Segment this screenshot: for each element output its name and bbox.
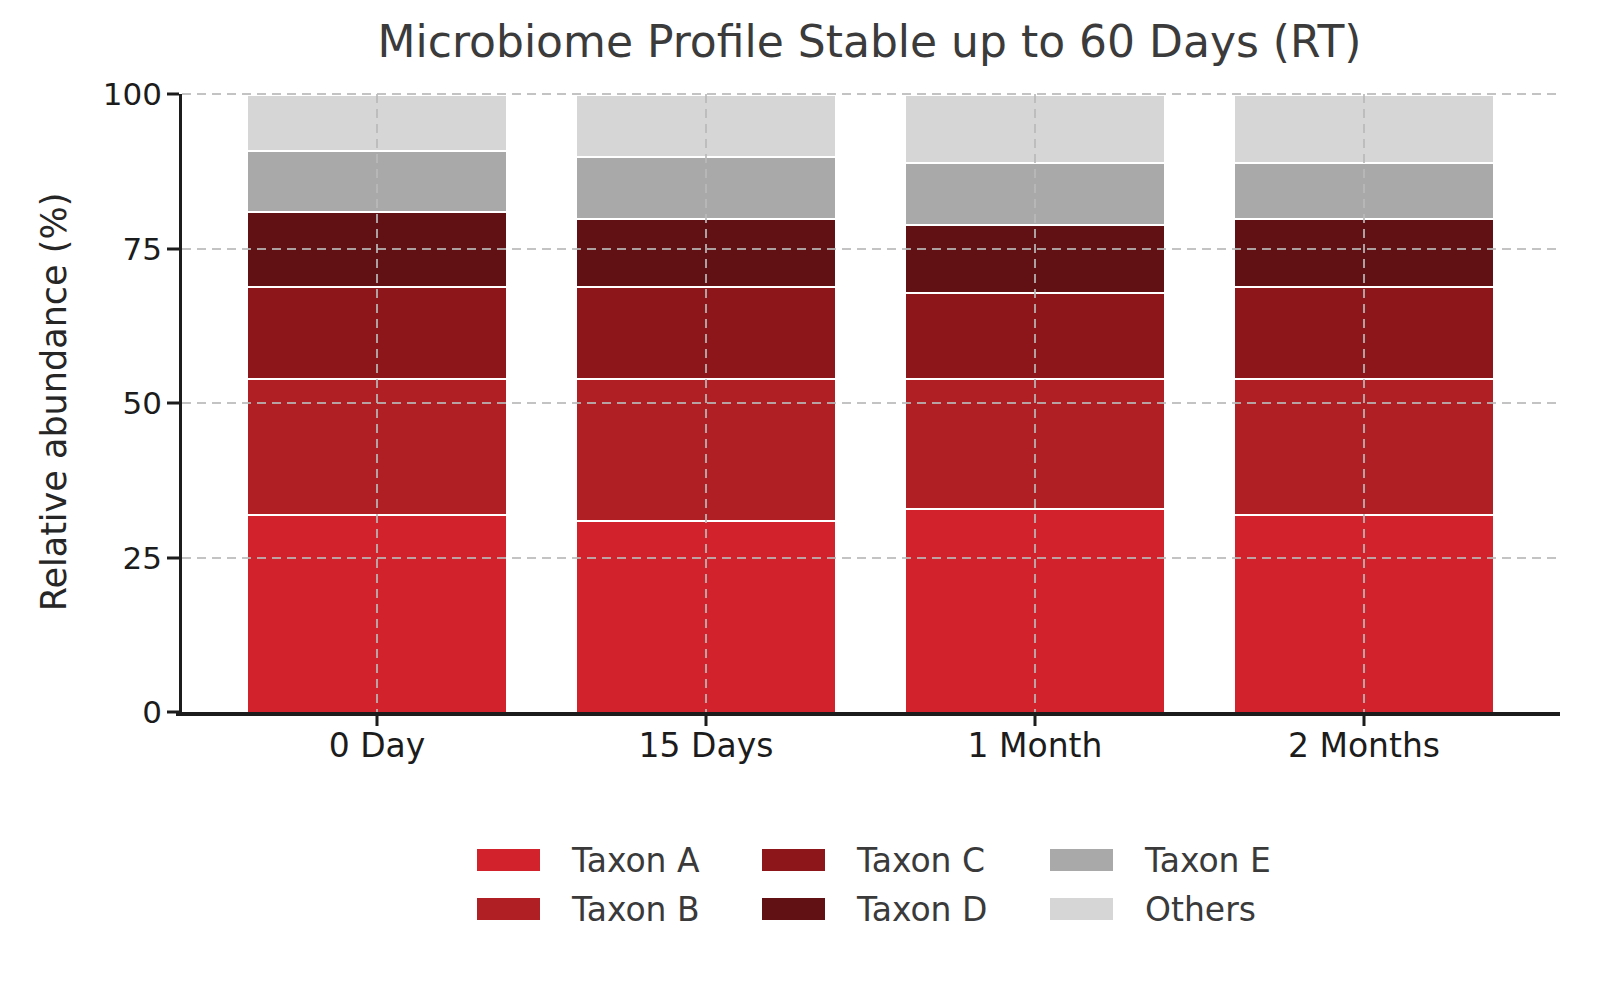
y-tick-label-25: 25 bbox=[123, 540, 162, 576]
legend-label-taxon-e: Taxon E bbox=[1145, 841, 1271, 880]
y-axis-label: Relative abundance (%) bbox=[34, 193, 74, 612]
y-tick-label-75: 75 bbox=[123, 231, 162, 267]
legend-label-taxon-a: Taxon A bbox=[572, 841, 700, 880]
legend-label-taxon-c: Taxon C bbox=[857, 841, 985, 880]
chart-title: Microbiome Profile Stable up to 60 Days … bbox=[182, 16, 1557, 67]
legend-label-taxon-b: Taxon B bbox=[572, 890, 700, 929]
v-gridline-1 bbox=[376, 94, 378, 712]
figure-root: Microbiome Profile Stable up to 60 Days … bbox=[0, 0, 1600, 1000]
x-tick-4 bbox=[1363, 716, 1366, 726]
legend-swatch-taxon-c bbox=[762, 849, 825, 871]
x-tick-label-2: 15 Days bbox=[639, 726, 774, 765]
v-gridline-2 bbox=[705, 94, 707, 712]
h-gridline-75 bbox=[182, 248, 1557, 250]
plot-area: 02550751000 Day15 Days1 Month2 Months bbox=[182, 94, 1557, 712]
h-gridline-100 bbox=[182, 93, 1557, 95]
x-tick-label-1: 0 Day bbox=[329, 726, 426, 765]
y-tick-50 bbox=[167, 402, 179, 405]
y-tick-25 bbox=[167, 556, 179, 559]
h-gridline-25 bbox=[182, 557, 1557, 559]
legend-label-others: Others bbox=[1145, 890, 1256, 929]
x-tick-3 bbox=[1034, 716, 1037, 726]
legend-swatch-taxon-e bbox=[1050, 849, 1113, 871]
y-tick-75 bbox=[167, 247, 179, 250]
y-tick-label-100: 100 bbox=[103, 76, 162, 112]
v-gridline-3 bbox=[1034, 94, 1036, 712]
legend-swatch-taxon-b bbox=[477, 898, 540, 920]
v-gridline-4 bbox=[1363, 94, 1365, 712]
y-tick-100 bbox=[167, 93, 179, 96]
legend-label-taxon-d: Taxon D bbox=[857, 890, 987, 929]
legend-swatch-taxon-d bbox=[762, 898, 825, 920]
x-tick-1 bbox=[376, 716, 379, 726]
legend-swatch-taxon-a bbox=[477, 849, 540, 871]
x-tick-2 bbox=[705, 716, 708, 726]
legend-swatch-others bbox=[1050, 898, 1113, 920]
h-gridline-50 bbox=[182, 402, 1557, 404]
y-tick-label-50: 50 bbox=[123, 385, 162, 421]
x-tick-label-4: 2 Months bbox=[1288, 726, 1440, 765]
y-axis-spine bbox=[179, 94, 182, 715]
y-tick-label-0: 0 bbox=[142, 694, 162, 730]
x-axis-spine bbox=[176, 712, 1560, 716]
x-tick-label-3: 1 Month bbox=[968, 726, 1103, 765]
